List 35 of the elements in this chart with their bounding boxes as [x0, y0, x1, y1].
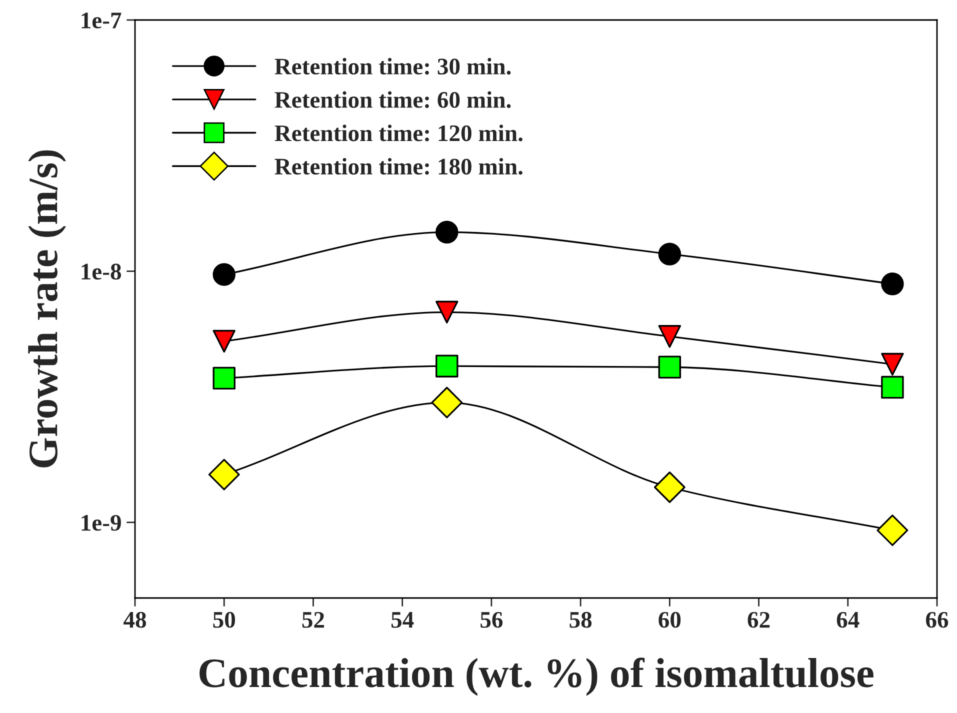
- x-tick-label: 54: [391, 612, 414, 628]
- point: [212, 366, 236, 390]
- legend-label: Retention time: 120 min.: [274, 124, 522, 142]
- point: [654, 472, 686, 503]
- legend-label: Retention time: 180 min.: [274, 158, 522, 175]
- point: [658, 356, 682, 378]
- x-tick-label: 58: [570, 612, 592, 628]
- legend-label: Retention time: 60 min.: [274, 91, 511, 108]
- point: [658, 325, 682, 348]
- x-tick-label: 66: [926, 612, 948, 628]
- point: [208, 458, 240, 490]
- point: [431, 386, 463, 418]
- y-tick-label: 1e-9: [82, 514, 121, 531]
- x-tick-label: 60: [658, 612, 681, 628]
- y-tick-label: 1e-7: [82, 12, 122, 28]
- legend-label: Retention time: 30 min.: [274, 58, 511, 75]
- point: [436, 300, 458, 324]
- point: [658, 242, 682, 266]
- x-tick-label: 62: [748, 612, 770, 628]
- point: [436, 220, 458, 244]
- point: [876, 514, 908, 546]
- y-axis-title: Growth rate (m/s): [28, 150, 66, 468]
- x-tick-label: 52: [302, 612, 324, 628]
- x-tick-label: 50: [213, 612, 236, 628]
- point: [881, 272, 904, 296]
- point: [212, 263, 236, 286]
- point: [436, 354, 458, 378]
- x-tick-label: 48: [124, 612, 146, 628]
- x-tick-label: 64: [836, 612, 860, 628]
- x-tick-label: 56: [480, 612, 503, 628]
- point: [881, 352, 904, 376]
- point: [212, 330, 236, 353]
- point: [881, 376, 904, 399]
- y-tick-label: 1e-8: [82, 264, 122, 280]
- x-axis-title: Concentration (wt. %) of isomaltulose: [200, 658, 874, 696]
